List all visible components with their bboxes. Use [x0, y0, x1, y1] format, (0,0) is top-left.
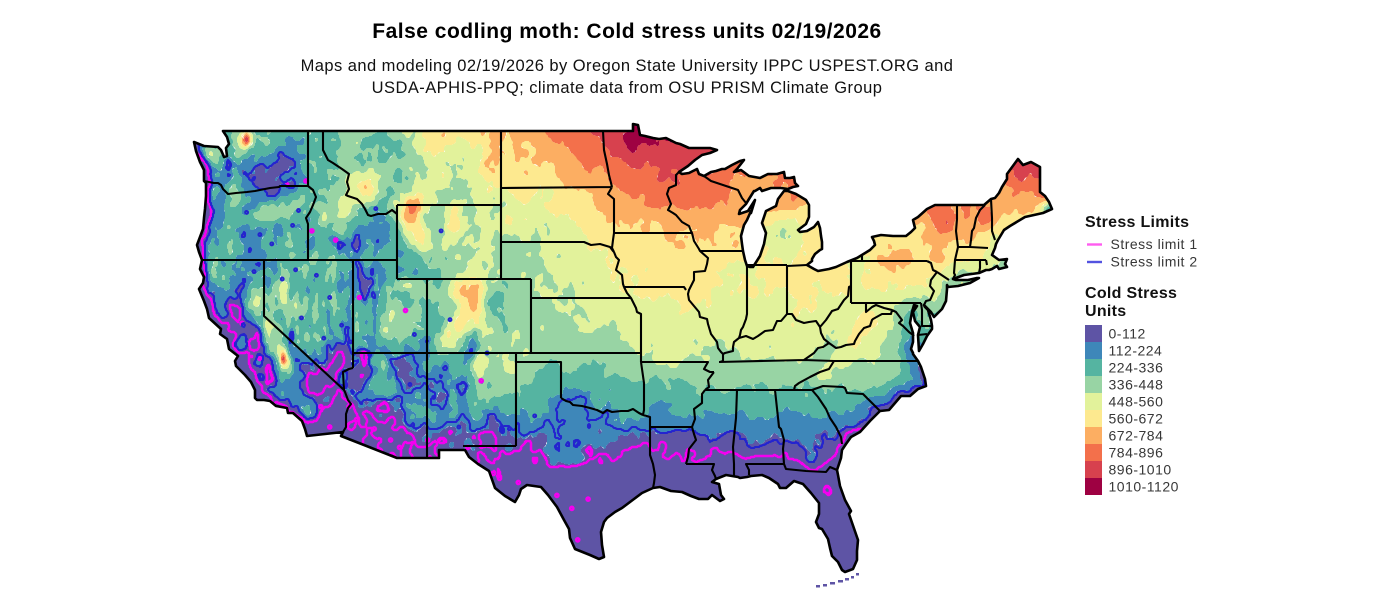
svg-text:448-560: 448-560 [1109, 394, 1164, 410]
svg-text:Stress Limits: Stress Limits [1085, 214, 1189, 231]
svg-text:336-448: 336-448 [1109, 377, 1164, 393]
svg-text:Stress limit 2: Stress limit 2 [1111, 254, 1198, 270]
svg-text:1010-1120: 1010-1120 [1109, 479, 1179, 495]
svg-text:Stress limit 1: Stress limit 1 [1111, 236, 1198, 252]
svg-text:896-1010: 896-1010 [1109, 462, 1172, 478]
svg-text:False codling moth: Cold stres: False codling moth: Cold stress units 02… [372, 20, 881, 43]
svg-text:672-784: 672-784 [1109, 428, 1164, 444]
svg-text:USDA-APHIS-PPQ; climate data f: USDA-APHIS-PPQ; climate data from OSU PR… [372, 79, 883, 97]
svg-text:Cold Stress: Cold Stress [1085, 285, 1177, 302]
svg-text:784-896: 784-896 [1109, 445, 1164, 461]
svg-text:Maps and modeling 02/19/2026 b: Maps and modeling 02/19/2026 by Oregon S… [301, 57, 954, 75]
svg-text:112-224: 112-224 [1109, 343, 1163, 359]
svg-text:224-336: 224-336 [1109, 360, 1164, 376]
svg-text:0-112: 0-112 [1109, 326, 1146, 342]
svg-text:560-672: 560-672 [1109, 411, 1164, 427]
svg-text:Units: Units [1085, 303, 1127, 320]
